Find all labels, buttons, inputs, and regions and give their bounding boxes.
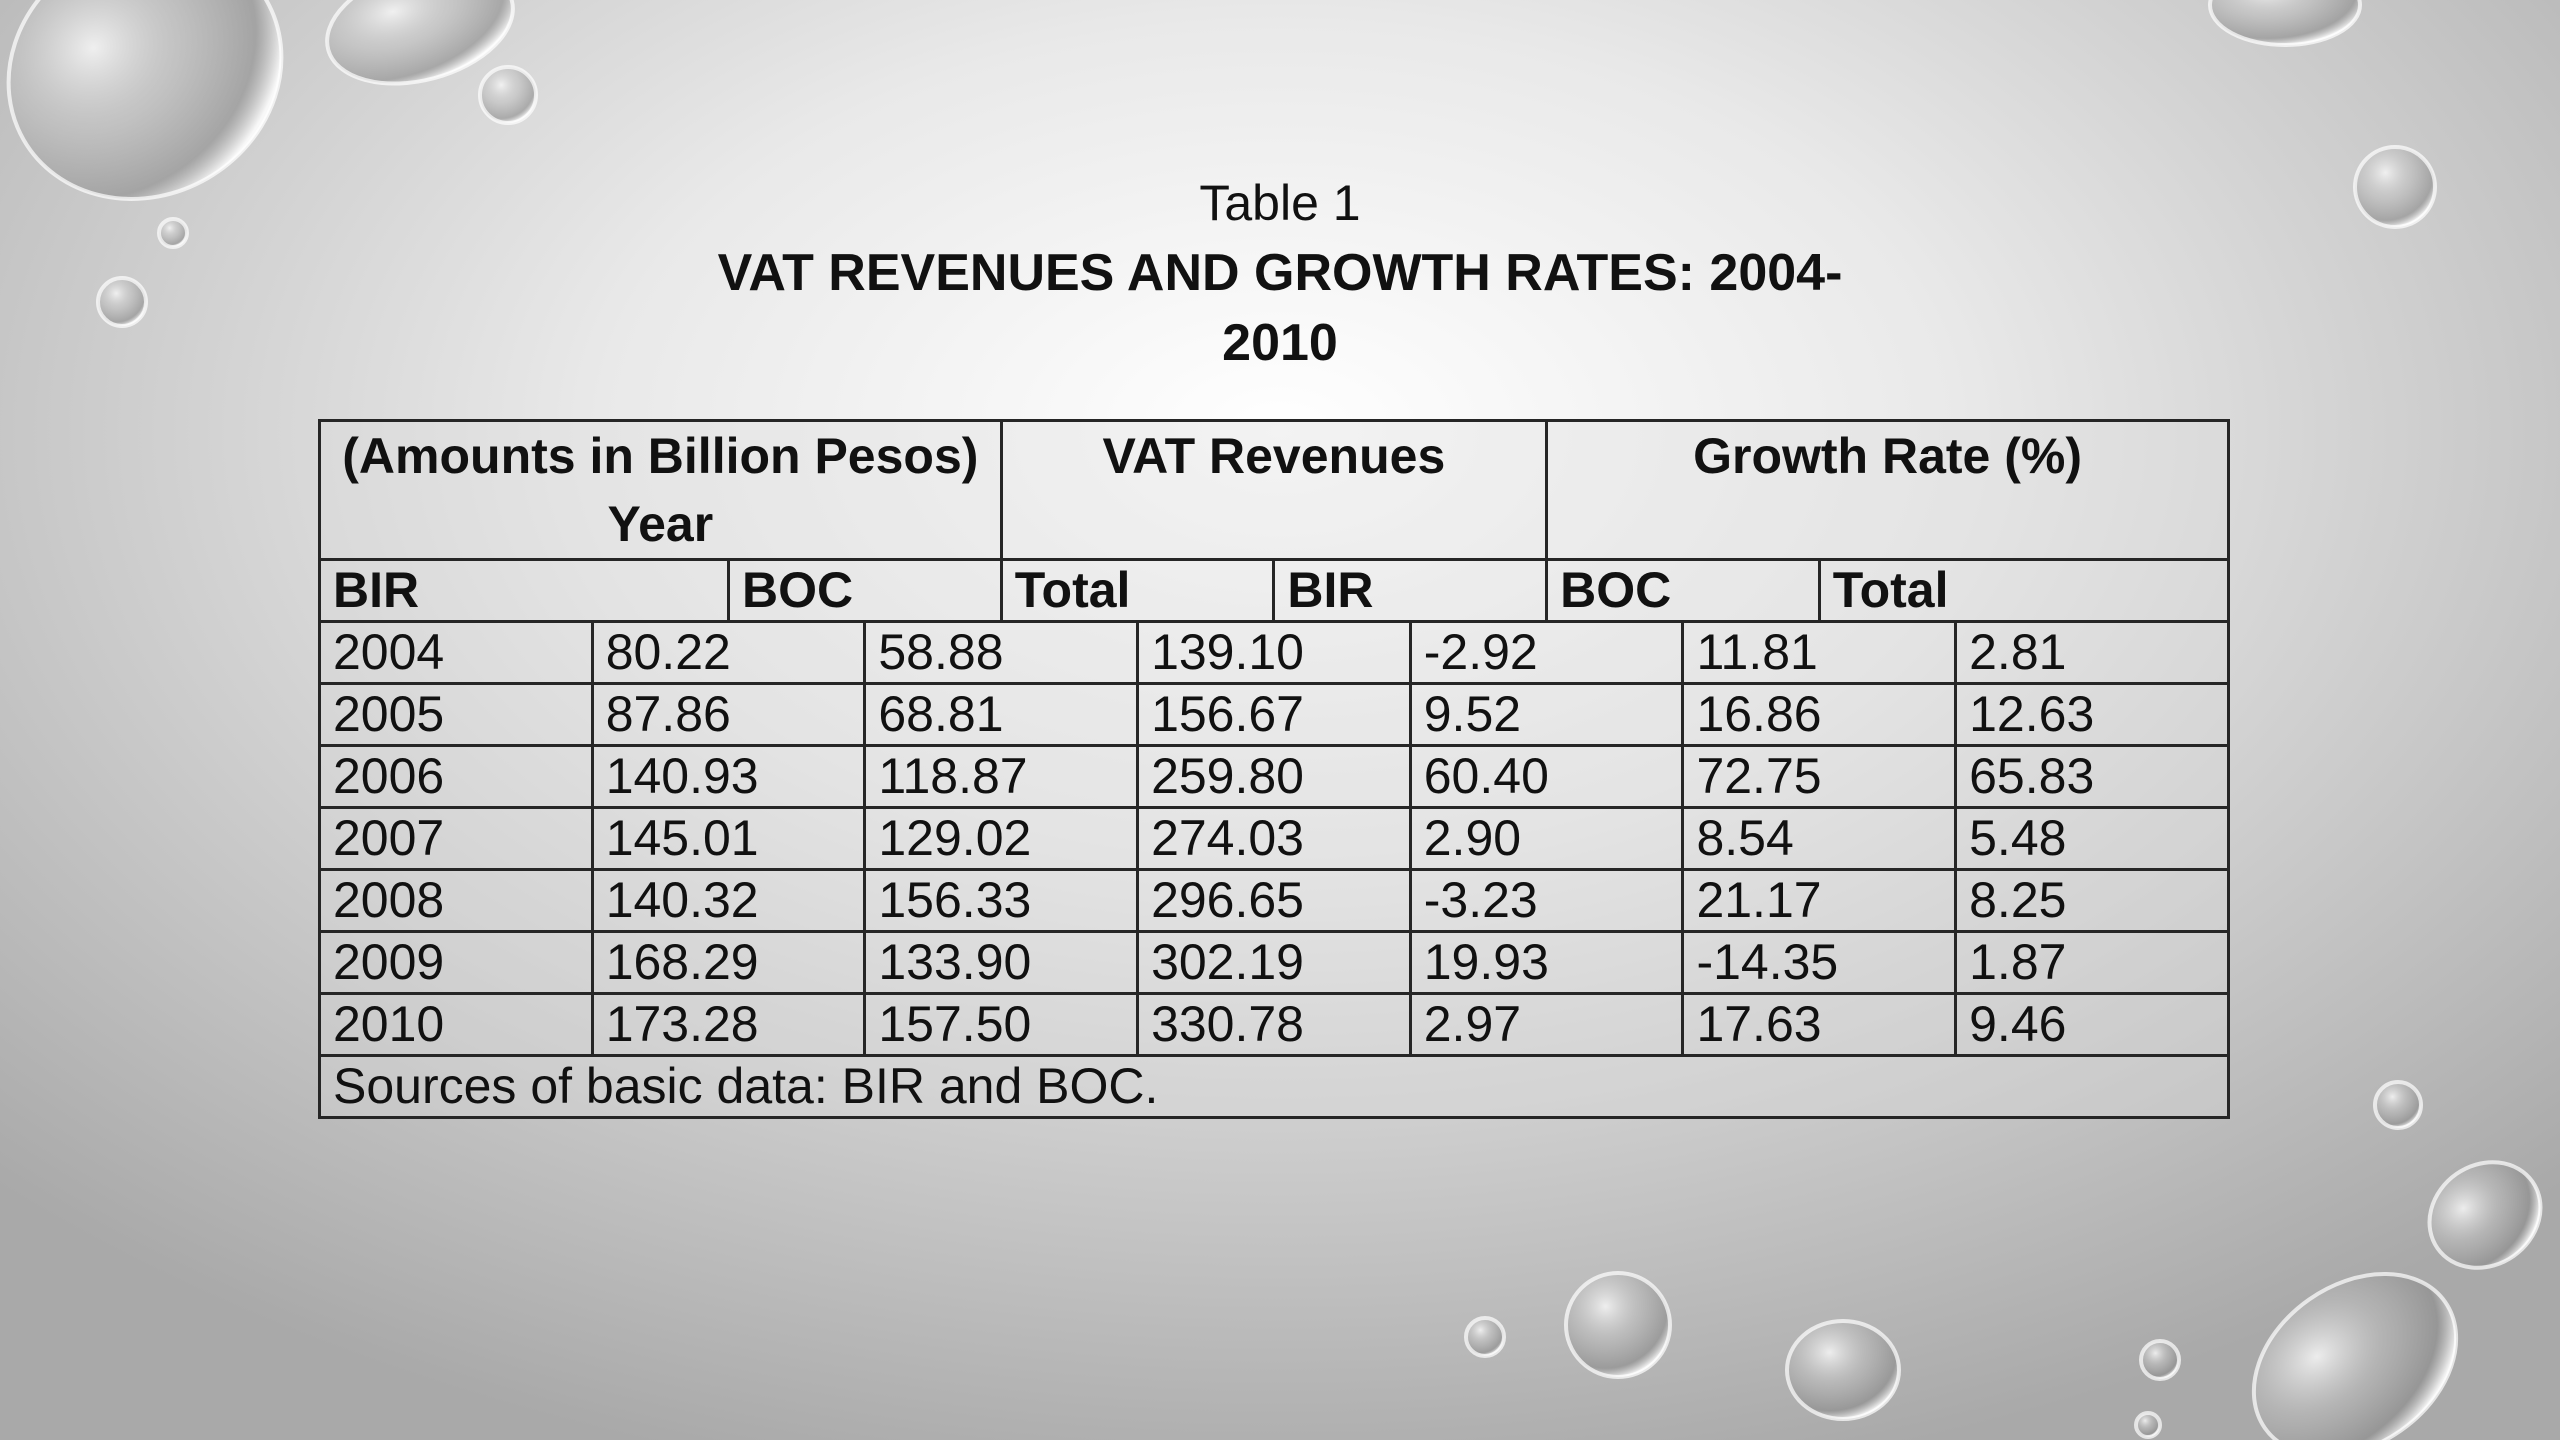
table-cell: 17.63	[1681, 992, 1958, 1057]
table-cell: 173.28	[590, 992, 867, 1057]
table-cell: 5.48	[1954, 806, 2230, 871]
table-cell: 1.87	[1954, 930, 2230, 995]
table-cell: 145.01	[590, 806, 867, 871]
table-cell: 8.54	[1681, 806, 1958, 871]
table-cell: 2.97	[1408, 992, 1685, 1057]
sub-header-cell: BIR	[317, 558, 731, 623]
table-cell: 140.93	[590, 744, 867, 809]
sub-header-cell: Total	[1817, 558, 2231, 623]
group-header-vat-revenues: VAT Revenues	[999, 419, 1549, 561]
table-cell: 129.02	[863, 806, 1140, 871]
table-cell: 21.17	[1681, 868, 1958, 933]
table-cell: 296.65	[1136, 868, 1412, 933]
sub-header-cell: Total	[999, 558, 1276, 623]
table-cell: 2005	[318, 682, 594, 747]
table-cell: 9.52	[1408, 682, 1685, 747]
table-title: VAT REVENUES AND GROWTH RATES: 2004-2010	[717, 244, 1843, 372]
water-drop	[1564, 1271, 1672, 1379]
table-cell: 65.83	[1954, 744, 2230, 809]
table-row: 2004 80.22 58.88 139.10 -2.92 11.81 2.81	[318, 620, 2230, 685]
water-drop	[325, 0, 515, 86]
table-row: 2006 140.93 118.87 259.80 60.40 72.75 65…	[318, 744, 2230, 809]
table-cell: 2008	[318, 868, 594, 933]
table-cell: -2.92	[1408, 620, 1685, 685]
table-cell: 2009	[318, 930, 594, 995]
water-drop	[2427, 1160, 2543, 1270]
table-cell: 139.10	[1136, 620, 1412, 685]
table-cell: 19.93	[1408, 930, 1685, 995]
table-cell: 156.33	[863, 868, 1140, 933]
table-cell: -3.23	[1408, 868, 1685, 933]
water-drop	[2251, 1272, 2459, 1440]
table-cell: 133.90	[863, 930, 1140, 995]
water-drop	[2208, 0, 2362, 47]
table-cell: 302.19	[1136, 930, 1412, 995]
water-drop	[2139, 1339, 2181, 1381]
table-row: 2010 173.28 157.50 330.78 2.97 17.63 9.4…	[318, 992, 2230, 1057]
table-cell: 58.88	[863, 620, 1140, 685]
water-drop	[2373, 1080, 2423, 1130]
footnote-row: Sources of basic data: BIR and BOC.	[318, 1054, 2230, 1119]
table-cell: 157.50	[863, 992, 1140, 1057]
table-cell: 11.81	[1681, 620, 1958, 685]
table-row: 2007 145.01 129.02 274.03 2.90 8.54 5.48	[318, 806, 2230, 871]
vat-revenue-table: (Amounts in Billion Pesos) Year VAT Reve…	[317, 419, 2231, 1119]
water-drop	[2134, 1411, 2162, 1439]
table-row: 2005 87.86 68.81 156.67 9.52 16.86 12.63	[318, 682, 2230, 747]
table-cell: -14.35	[1681, 930, 1958, 995]
table-cell: 118.87	[863, 744, 1140, 809]
table-cell: 259.80	[1136, 744, 1412, 809]
table-cell: 12.63	[1954, 682, 2230, 747]
table-cell: 140.32	[590, 868, 867, 933]
table-cell: 2.90	[1408, 806, 1685, 871]
table-cell: 2006	[318, 744, 594, 809]
table-cell: 8.25	[1954, 868, 2230, 933]
sub-header-cell: BOC	[727, 558, 1003, 623]
group-header-growth-rate: Growth Rate (%)	[1545, 419, 2230, 561]
table-cell: 60.40	[1408, 744, 1685, 809]
table-row: 2009 168.29 133.90 302.19 19.93 -14.35 1…	[318, 930, 2230, 995]
sub-header-row: BIR BOC Total BIR BOC Total	[317, 558, 2231, 623]
table-cell: 80.22	[590, 620, 867, 685]
water-drop	[478, 65, 538, 125]
table-cell: 2007	[318, 806, 594, 871]
sub-header-cell: BOC	[1545, 558, 1821, 623]
table-number: Table 1	[1199, 175, 1361, 231]
water-drop	[1785, 1319, 1901, 1421]
table-row: 2008 140.32 156.33 296.65 -3.23 21.17 8.…	[318, 868, 2230, 933]
table-cell: 2004	[318, 620, 594, 685]
table-cell: 72.75	[1681, 744, 1958, 809]
sub-header-cell: BIR	[1272, 558, 1549, 623]
water-drop	[1464, 1316, 1506, 1358]
table-cell: 9.46	[1954, 992, 2230, 1057]
table-cell: 2010	[318, 992, 594, 1057]
table-cell: 156.67	[1136, 682, 1412, 747]
group-header-row: (Amounts in Billion Pesos) Year VAT Reve…	[318, 419, 2230, 561]
table-cell: 330.78	[1136, 992, 1412, 1057]
table-cell: 68.81	[863, 682, 1140, 747]
table-cell: 87.86	[590, 682, 867, 747]
table-heading: Table 1 VAT REVENUES AND GROWTH RATES: 2…	[0, 168, 2560, 378]
group-header-amounts: (Amounts in Billion Pesos) Year	[318, 419, 1003, 561]
table-footnote: Sources of basic data: BIR and BOC.	[318, 1054, 2230, 1119]
table-cell: 274.03	[1136, 806, 1412, 871]
table-cell: 2.81	[1954, 620, 2230, 685]
table-cell: 16.86	[1681, 682, 1958, 747]
table-cell: 168.29	[590, 930, 867, 995]
